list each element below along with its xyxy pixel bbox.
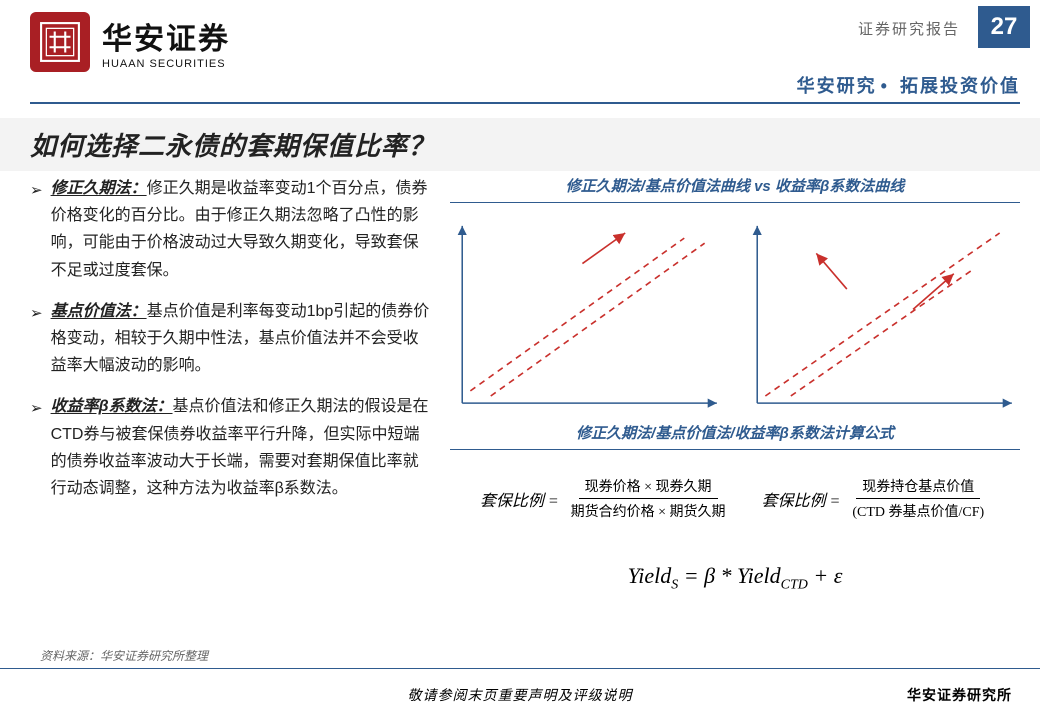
bullet-label: 收益率β系数法：	[51, 398, 173, 415]
formula-1-den: 期货合约价格 × 期货久期	[565, 499, 732, 521]
charts-row	[450, 217, 1020, 412]
bullet-label: 基点价值法：	[51, 303, 147, 320]
footer-mid: 敬请参阅末页重要声明及评级说明	[408, 685, 633, 705]
formula-2: 套保比例 = 现券持仓基点价值 (CTD 券基点价值/CF)	[762, 476, 991, 521]
bullet-arrow-icon: ➢	[30, 178, 43, 284]
formula-2-den: (CTD 券基点价值/CF)	[846, 499, 990, 521]
left-column: ➢ 修正久期法：修正久期是收益率变动1个百分点，债券价格变化的百分比。由于修正久…	[30, 175, 430, 660]
bullet-item: ➢ 基点价值法：基点价值是利率每变动1bp引起的债券价格变动，相较于久期中性法，…	[30, 298, 430, 380]
chart-right	[745, 217, 1020, 412]
tagline-right: 拓展投资价值	[900, 76, 1020, 96]
footer-right: 华安证券研究所	[907, 685, 1012, 705]
tagline-left: 华安研究	[797, 76, 877, 96]
title-bar: 如何选择二永债的套期保值比率？	[0, 118, 1040, 171]
formula-1-num: 现券价格 × 现券久期	[579, 476, 718, 499]
report-type: 证券研究报告	[858, 18, 960, 39]
logo-cn: 华安证券	[102, 14, 230, 58]
bullet-label: 修正久期法：	[51, 180, 147, 197]
divider	[30, 102, 1020, 104]
sub-title-2: 修正久期法/基点价值法/收益率β系数法计算公式	[450, 422, 1020, 450]
bullet-item: ➢ 修正久期法：修正久期是收益率变动1个百分点，债券价格变化的百分比。由于修正久…	[30, 175, 430, 284]
formula-2-lhs: 套保比例 =	[762, 487, 841, 511]
right-column: 修正久期法/基点价值法曲线 vs 收益率β系数法曲线 修正久期法/基点价值法/收…	[450, 175, 1020, 660]
logo-block: 华安证券 HUAAN SECURITIES	[30, 12, 230, 72]
tagline: 华安研究• 拓展投资价值	[797, 72, 1020, 98]
logo-icon	[30, 12, 90, 72]
formula-1-lhs: 套保比例 =	[480, 487, 559, 511]
page-title: 如何选择二永债的套期保值比率？	[30, 126, 1010, 163]
formula-1: 套保比例 = 现券价格 × 现券久期 期货合约价格 × 期货久期	[480, 476, 732, 521]
footer: 资料来源：华安证券研究所整理 敬请参阅末页重要声明及评级说明 华安证券研究所	[0, 668, 1040, 720]
formula-row: 套保比例 = 现券价格 × 现券久期 期货合约价格 × 期货久期 套保比例 = …	[450, 464, 1020, 529]
content: ➢ 修正久期法：修正久期是收益率变动1个百分点，债券价格变化的百分比。由于修正久…	[30, 175, 1020, 660]
logo-en: HUAAN SECURITIES	[102, 58, 230, 70]
bullet-arrow-icon: ➢	[30, 301, 43, 380]
sub-title-1: 修正久期法/基点价值法曲线 vs 收益率β系数法曲线	[450, 175, 1020, 203]
logo-text: 华安证券 HUAAN SECURITIES	[102, 14, 230, 70]
formula-equation: YieldS = β * YieldCTD + ε	[450, 539, 1020, 617]
header: 华安证券 HUAAN SECURITIES 证券研究报告 27 华安研究• 拓展…	[0, 0, 1040, 105]
bullet-item: ➢ 收益率β系数法：基点价值法和修正久期法的假设是在CTD券与被套保债券收益率平…	[30, 393, 430, 502]
page-number: 27	[978, 6, 1030, 48]
chart-left	[450, 217, 725, 412]
bullet-arrow-icon: ➢	[30, 396, 43, 502]
footer-source: 资料来源：华安证券研究所整理	[40, 647, 208, 664]
formula-2-num: 现券持仓基点价值	[856, 476, 980, 499]
